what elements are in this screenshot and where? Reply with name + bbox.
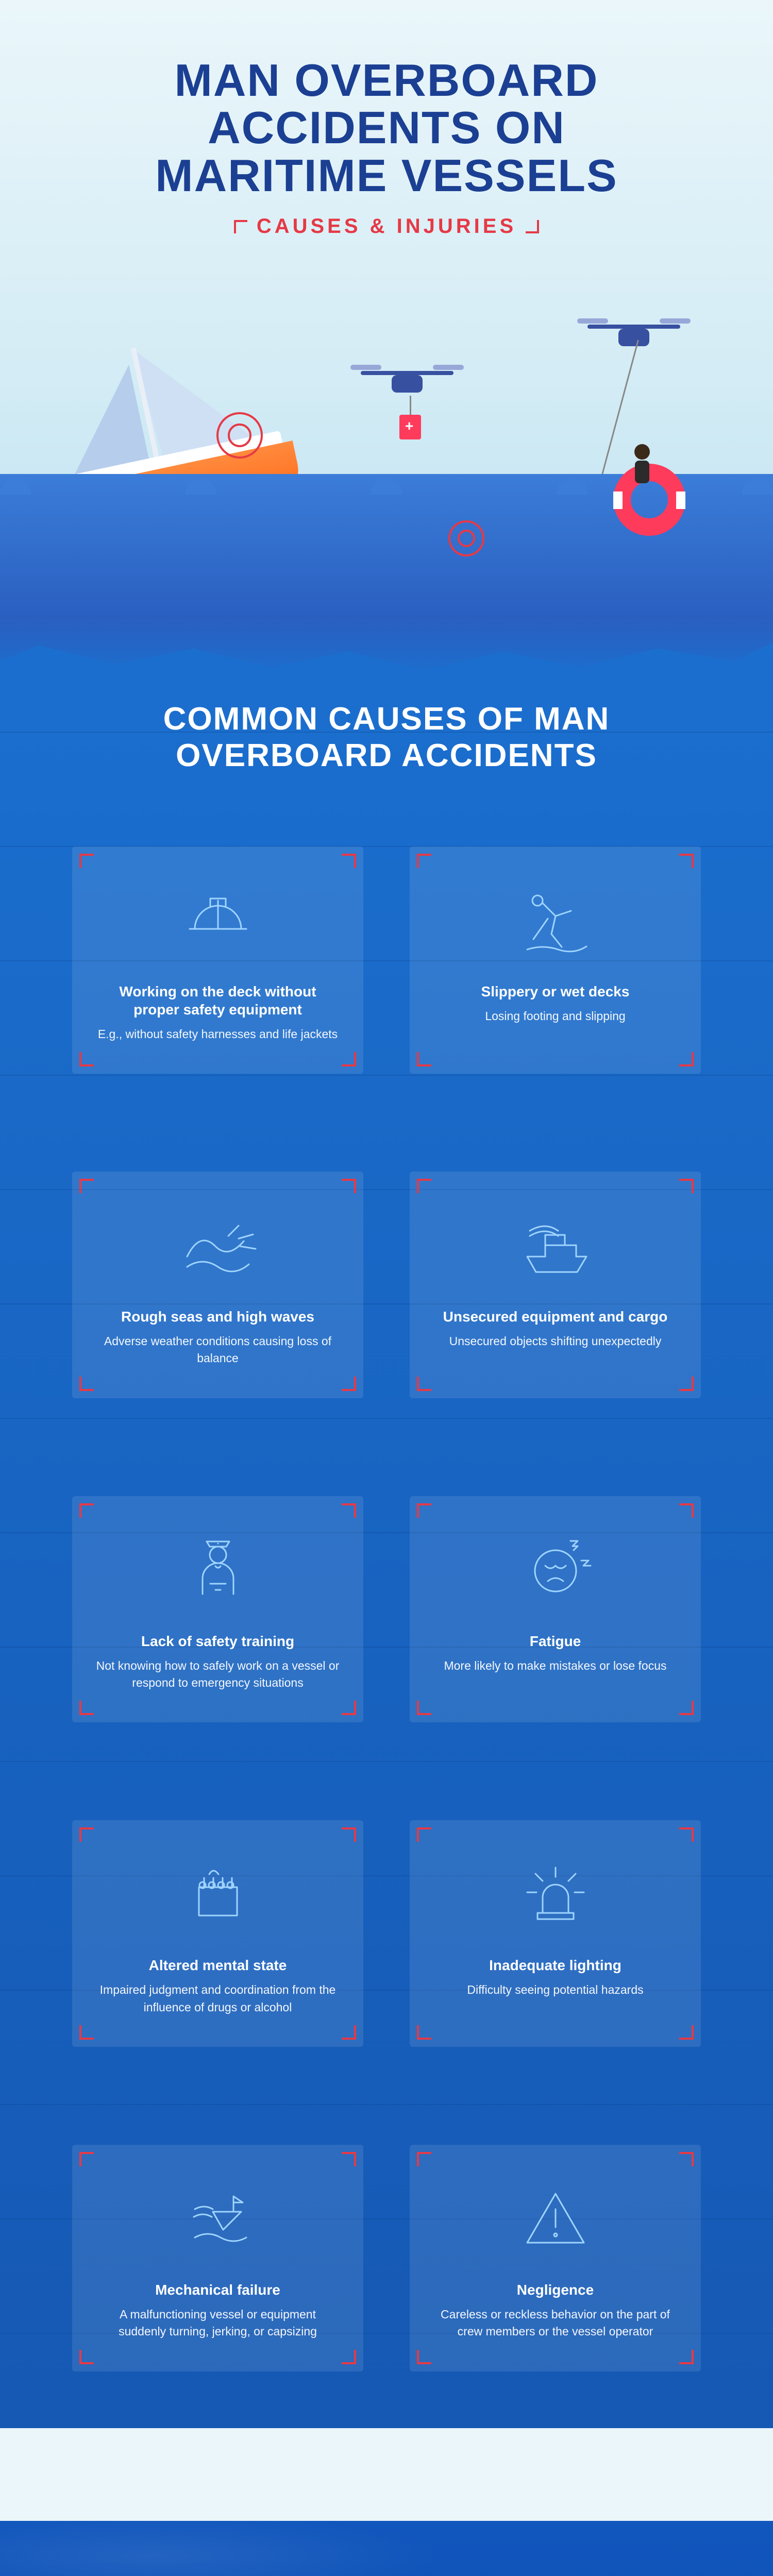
- cause-desc: More likely to make mistakes or lose foc…: [432, 1657, 678, 1674]
- hardhat-icon: [179, 883, 257, 960]
- cause-card: Fatigue More likely to make mistakes or l…: [410, 1496, 701, 1723]
- cause-card: Negligence Careless or reckless behavior …: [410, 2145, 701, 2371]
- bracket-icon: [234, 220, 247, 233]
- cause-card: Rough seas and high waves Adverse weather…: [72, 1172, 363, 1398]
- cause-card: Mechanical failure A malfunctioning vesse…: [72, 2145, 363, 2371]
- cause-desc: Adverse weather conditions causing loss …: [95, 1333, 341, 1367]
- injuries-section: COMMON INJURIES FROM FALLING OVERBOARD O…: [0, 2475, 773, 2576]
- bottles-icon: [179, 1856, 257, 1934]
- cause-title: Unsecured equipment and cargo: [432, 1308, 678, 1326]
- cause-title: Inadequate lighting: [432, 1956, 678, 1974]
- cause-title: Mechanical failure: [95, 2281, 341, 2299]
- cause-card: Slippery or wet decks Losing footing and …: [410, 846, 701, 1074]
- cause-card: Lack of safety training Not knowing how t…: [72, 1496, 363, 1723]
- siren-icon: [517, 1856, 594, 1934]
- cause-title: Lack of safety training: [95, 1632, 341, 1650]
- cause-title: Altered mental state: [95, 1956, 341, 1974]
- cause-card: Unsecured equipment and cargo Unsecured o…: [410, 1172, 701, 1398]
- cause-desc: A malfunctioning vessel or equipment sud…: [95, 2306, 341, 2341]
- cause-desc: Losing footing and slipping: [432, 1008, 678, 1025]
- ship-icon: [517, 1208, 594, 1285]
- cause-desc: Not knowing how to safely work on a vess…: [95, 1657, 341, 1692]
- warning-icon: [517, 2181, 594, 2258]
- cause-title: Slippery or wet decks: [432, 982, 678, 1001]
- bracket-icon: [526, 220, 539, 233]
- hero-section: MAN OVERBOARD ACCIDENTS ON MARITIME VESS…: [0, 0, 773, 618]
- swimmer-icon: [613, 464, 685, 536]
- drone-icon: [361, 361, 453, 397]
- cause-card: Working on the deck without proper safet…: [72, 846, 363, 1074]
- cause-title: Negligence: [432, 2281, 678, 2299]
- medkit-icon: [399, 415, 421, 439]
- main-title: MAN OVERBOARD ACCIDENTS ON MARITIME VESS…: [21, 57, 752, 199]
- cause-title: Working on the deck without proper safet…: [95, 982, 341, 1019]
- cause-desc: Unsecured objects shifting unexpectedly: [432, 1333, 678, 1350]
- causes-title: COMMON CAUSES OF MAN OVERBOARD ACCIDENTS: [116, 701, 657, 774]
- drone-icon: [587, 314, 680, 350]
- subtitle-wrap: CAUSES & INJURIES: [234, 215, 539, 238]
- cause-desc: E.g., without safety harnesses and life …: [95, 1026, 341, 1043]
- wave-icon: [179, 1208, 257, 1285]
- cause-desc: Careless or reckless behavior on the par…: [432, 2306, 678, 2341]
- cause-title: Rough seas and high waves: [95, 1308, 341, 1326]
- captain-icon: [179, 1532, 257, 1609]
- fatigue-icon: [517, 1532, 594, 1609]
- cause-card: Inadequate lighting Difficulty seeing pot…: [410, 1820, 701, 2047]
- hero-illustration: [0, 299, 773, 618]
- slip-icon: [517, 883, 594, 960]
- cause-card: Altered mental state Impaired judgment an…: [72, 1820, 363, 2047]
- sinking-icon: [179, 2181, 257, 2258]
- causes-grid: Working on the deck without proper safet…: [72, 846, 701, 2371]
- subtitle: CAUSES & INJURIES: [257, 215, 516, 238]
- cause-title: Fatigue: [432, 1632, 678, 1650]
- cause-desc: Difficulty seeing potential hazards: [432, 1981, 678, 1998]
- causes-section: COMMON CAUSES OF MAN OVERBOARD ACCIDENTS…: [0, 618, 773, 2475]
- target-icon: [216, 412, 263, 459]
- cause-desc: Impaired judgment and coordination from …: [95, 1981, 341, 2016]
- target-icon: [448, 520, 484, 556]
